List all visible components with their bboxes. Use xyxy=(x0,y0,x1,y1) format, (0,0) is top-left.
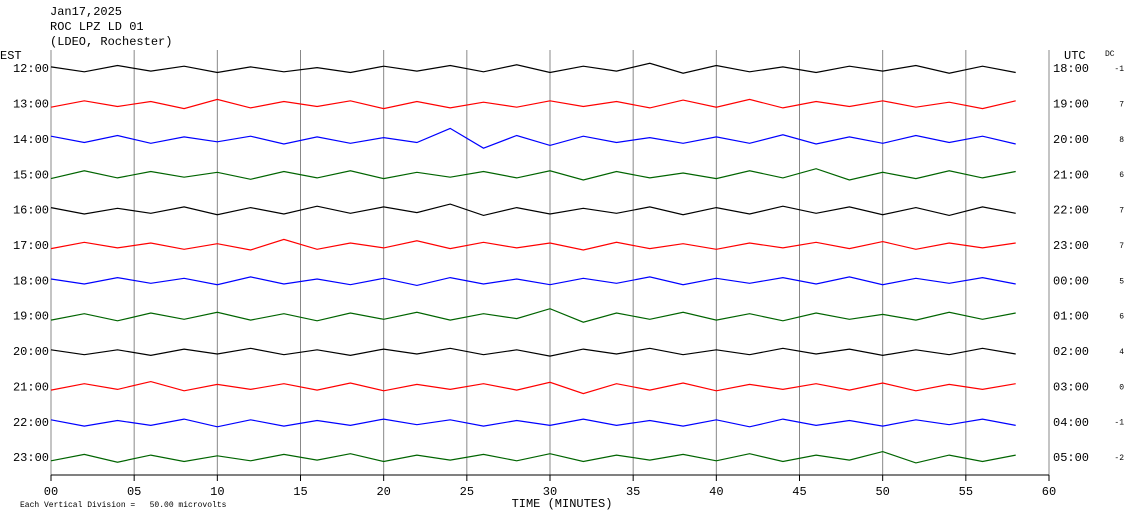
x-tick-label: 00 xyxy=(44,485,58,499)
trace xyxy=(50,62,1016,74)
x-tick-label: 20 xyxy=(376,485,390,499)
dc-label: DC xyxy=(1105,50,1115,59)
utc-time: 20:00 xyxy=(1053,133,1089,147)
x-tick-label: 30 xyxy=(543,485,557,499)
utc-time: 21:00 xyxy=(1053,168,1089,182)
utc-time: 22:00 xyxy=(1053,204,1089,218)
est-time: 16:00 xyxy=(13,204,49,218)
trace xyxy=(50,308,1016,323)
dc-value: 7 xyxy=(1119,100,1124,109)
est-time: 12:00 xyxy=(13,62,49,76)
utc-time: 23:00 xyxy=(1053,239,1089,253)
x-tick-label: 10 xyxy=(210,485,224,499)
x-tick-label: 50 xyxy=(875,485,889,499)
utc-time: 03:00 xyxy=(1053,380,1089,394)
dc-value: -1 xyxy=(1114,419,1124,428)
est-label: EST xyxy=(0,49,22,63)
dc-value: 6 xyxy=(1119,171,1124,180)
header-line: Jan17,2025 xyxy=(50,5,122,19)
est-time: 15:00 xyxy=(13,168,49,182)
x-tick-label: 25 xyxy=(460,485,474,499)
utc-time: 01:00 xyxy=(1053,310,1089,324)
utc-time: 18:00 xyxy=(1053,62,1089,76)
dc-value: -1 xyxy=(1114,65,1124,74)
dc-value: 0 xyxy=(1119,383,1124,392)
x-tick-label: 55 xyxy=(959,485,973,499)
x-tick-label: 35 xyxy=(626,485,640,499)
trace xyxy=(50,276,1016,287)
x-axis-label: TIME (MINUTES) xyxy=(512,497,613,511)
trace xyxy=(50,98,1016,110)
est-time: 14:00 xyxy=(13,133,49,147)
dc-value: -2 xyxy=(1114,454,1124,463)
est-time: 17:00 xyxy=(13,239,49,253)
x-tick-label: 15 xyxy=(293,485,307,499)
trace xyxy=(50,450,1016,464)
footer: Each Vertical Division = 50.00 microvolt… xyxy=(20,501,227,510)
x-tick-label: 40 xyxy=(709,485,723,499)
utc-time: 19:00 xyxy=(1053,98,1089,112)
header-line: ROC LPZ LD 01 xyxy=(50,20,144,34)
header-line: (LDEO, Rochester) xyxy=(50,35,172,49)
trace xyxy=(50,203,1016,217)
trace xyxy=(50,238,1016,251)
est-time: 22:00 xyxy=(13,416,49,430)
est-time: 21:00 xyxy=(13,380,49,394)
dc-value: 8 xyxy=(1119,136,1124,145)
est-time: 23:00 xyxy=(13,451,49,465)
dc-value: 6 xyxy=(1119,313,1124,322)
x-tick-label: 05 xyxy=(127,485,141,499)
x-tick-label: 60 xyxy=(1042,485,1056,499)
x-tick-label: 45 xyxy=(792,485,806,499)
dc-value: 5 xyxy=(1119,277,1124,286)
trace xyxy=(50,380,1016,395)
utc-label: UTC xyxy=(1064,49,1086,63)
utc-time: 02:00 xyxy=(1053,345,1089,359)
dc-value: 4 xyxy=(1119,348,1124,357)
utc-time: 04:00 xyxy=(1053,416,1089,430)
est-time: 19:00 xyxy=(13,310,49,324)
trace xyxy=(50,418,1016,428)
utc-time: 05:00 xyxy=(1053,451,1089,465)
est-time: 13:00 xyxy=(13,98,49,112)
est-time: 20:00 xyxy=(13,345,49,359)
dc-value: 7 xyxy=(1119,242,1124,251)
utc-time: 00:00 xyxy=(1053,274,1089,288)
trace xyxy=(50,168,1016,181)
est-time: 18:00 xyxy=(13,274,49,288)
dc-value: 7 xyxy=(1119,207,1124,216)
trace xyxy=(50,127,1016,149)
trace xyxy=(50,347,1016,357)
